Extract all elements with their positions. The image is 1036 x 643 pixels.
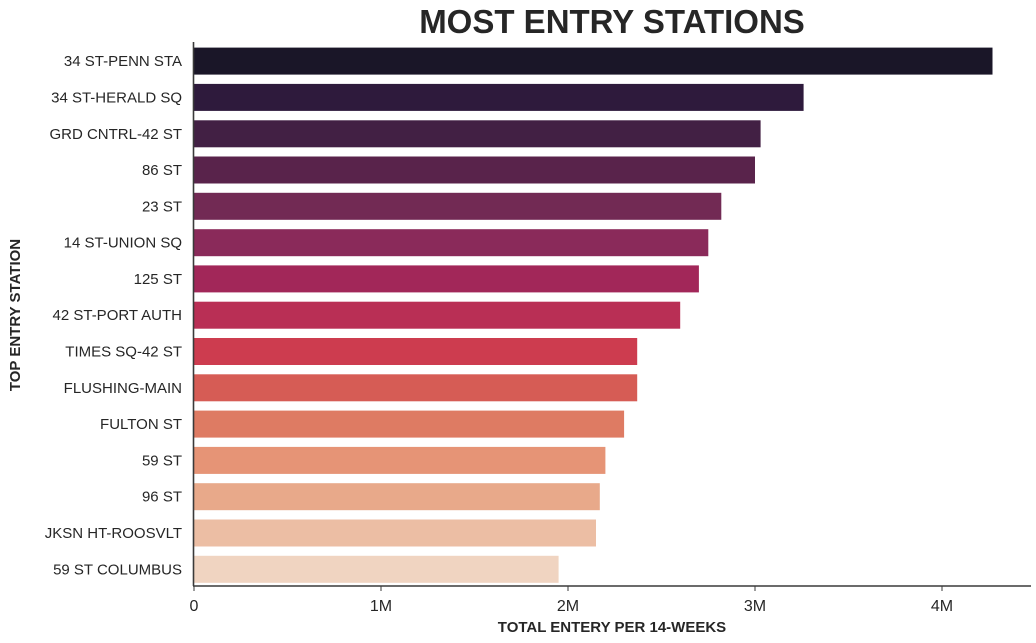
- y-tick-label: 59 ST: [142, 452, 182, 469]
- x-tick-label: 1M: [370, 598, 392, 615]
- bars-group: [194, 47, 993, 583]
- x-axis-title: TOTAL ENTERY PER 14-WEEKS: [498, 619, 726, 636]
- y-tick-label: 34 ST-PENN STA: [64, 53, 182, 70]
- y-tick-label: 14 ST-UNION SQ: [64, 235, 182, 252]
- y-tick-label: JKSN HT-ROOSVLT: [45, 525, 182, 542]
- y-tick-label: FULTON ST: [100, 416, 182, 433]
- bar-12: [194, 483, 600, 511]
- x-tick-label: 4M: [931, 598, 953, 615]
- chart-title: MOST ENTRY STATIONS: [419, 3, 805, 40]
- y-tick-label: GRD CNTRL-42 ST: [49, 126, 182, 143]
- bar-1: [194, 83, 804, 111]
- bar-6: [194, 265, 699, 293]
- y-tick-label: 96 ST: [142, 489, 182, 506]
- bar-4: [194, 192, 722, 220]
- bar-5: [194, 229, 709, 257]
- y-tick-label: FLUSHING-MAIN: [64, 380, 182, 397]
- bar-14: [194, 555, 559, 583]
- bar-9: [194, 374, 638, 402]
- x-tick-label: 3M: [744, 598, 766, 615]
- bar-8: [194, 338, 638, 365]
- bar-0: [194, 47, 993, 75]
- x-tick-label: 0: [190, 598, 199, 615]
- y-axis-title: TOP ENTRY STATION: [7, 239, 24, 391]
- bar-11: [194, 446, 606, 474]
- bar-13: [194, 519, 596, 547]
- y-tick-label: 59 ST COLUMBUS: [53, 561, 182, 578]
- bar-3: [194, 156, 755, 184]
- bar-10: [194, 410, 625, 438]
- y-tick-label: 42 ST-PORT AUTH: [53, 307, 183, 324]
- y-tick-label: 125 ST: [134, 271, 182, 288]
- y-tick-label: 86 ST: [142, 162, 182, 179]
- y-tick-labels: 34 ST-PENN STA 34 ST-HERALD SQ GRD CNTRL-4…: [45, 53, 182, 578]
- bar-2: [194, 120, 761, 148]
- bar-7: [194, 301, 681, 329]
- x-tick-label: 2M: [557, 598, 579, 615]
- y-tick-label: TIMES SQ-42 ST: [65, 344, 182, 361]
- y-tick-label: 34 ST-HERALD SQ: [51, 89, 182, 106]
- x-tick-labels: 0 1M 2M 3M 4M: [190, 586, 953, 615]
- y-tick-label: 23 ST: [142, 198, 182, 215]
